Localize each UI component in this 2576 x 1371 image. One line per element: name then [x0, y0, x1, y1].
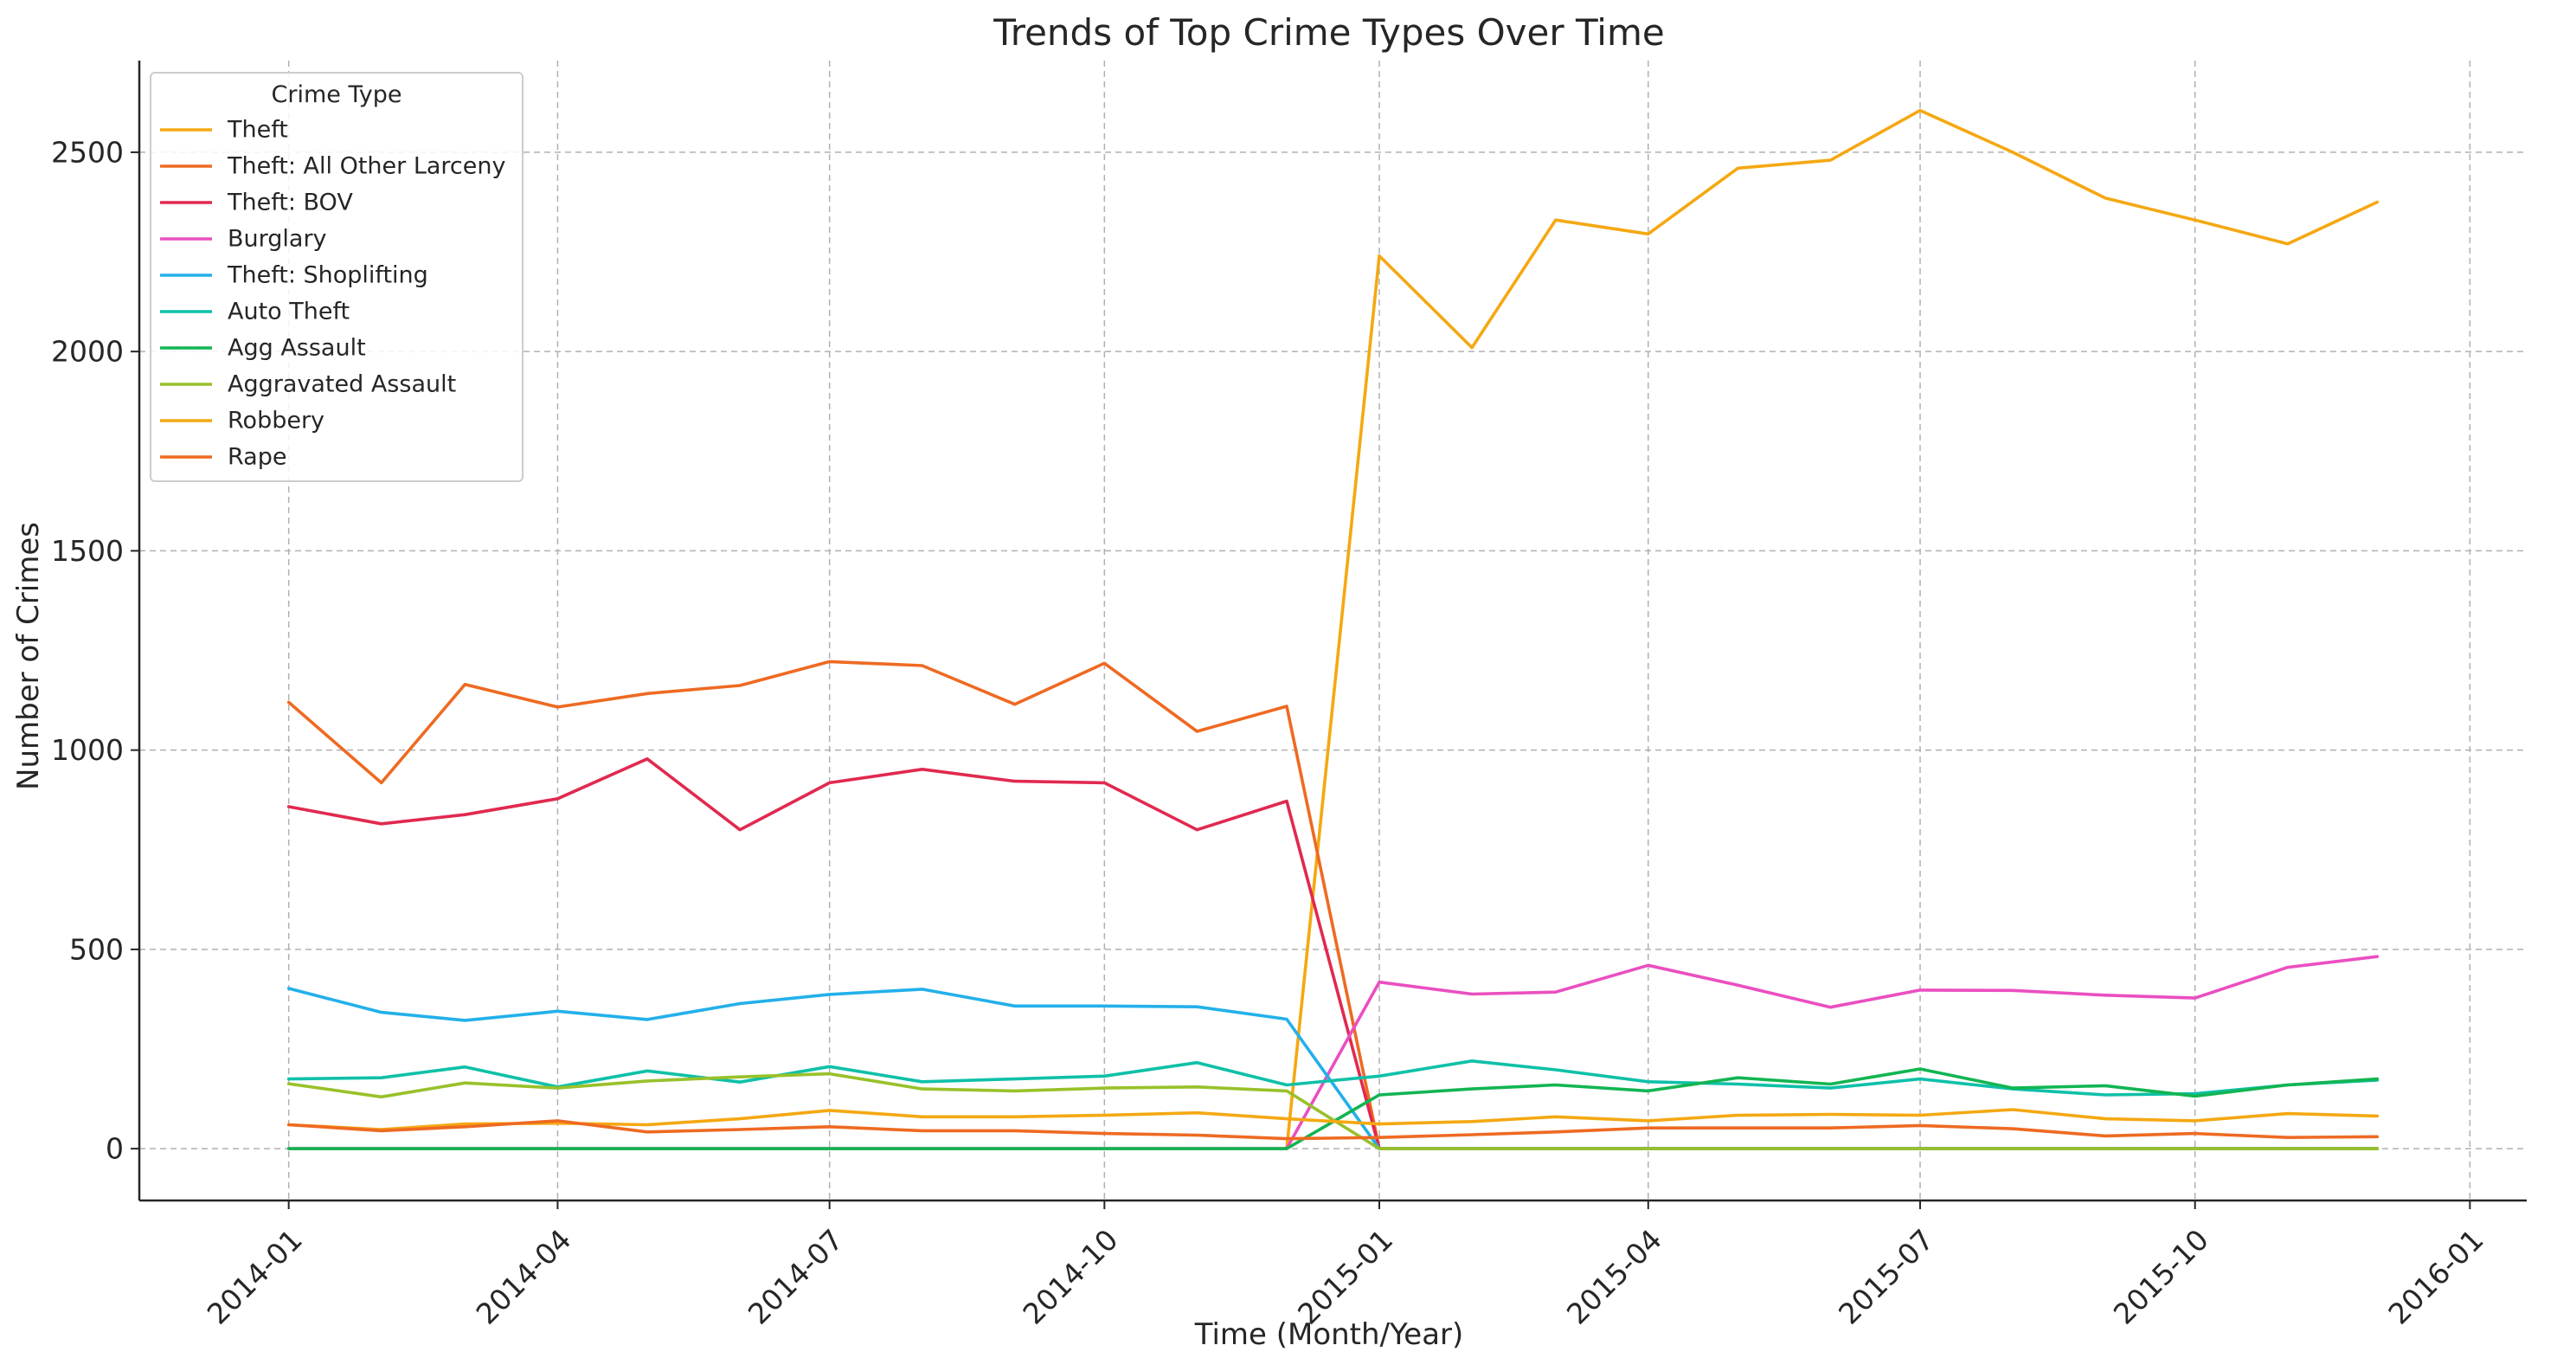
legend-label: Robbery [228, 408, 324, 434]
legend: Crime Type Theft Theft: All Other Larceny… [150, 72, 524, 482]
x-axis-ticks: 2014-01 2014-04 2014-07 2014-10 2015-01 2015-… [201, 1200, 2490, 1331]
legend-item: Robbery [160, 408, 324, 434]
x-tick-label: 2015-04 [1560, 1223, 1668, 1331]
legend-item: Theft: BOV [160, 190, 353, 216]
series-2 [286, 756, 2380, 1150]
y-tick-label: 0 [106, 1132, 124, 1166]
x-tick-label: 2015-01 [1291, 1223, 1399, 1331]
y-axis-label: Number of Crimes [11, 522, 46, 790]
series-line [286, 1072, 2380, 1150]
legend-label: Aggravated Assault [228, 371, 456, 398]
series-9 [286, 1119, 2380, 1141]
series-8 [286, 1108, 2380, 1131]
y-axis-ticks: 0 500 1000 1500 2000 2500 [51, 135, 139, 1166]
legend-label: Theft: BOV [227, 190, 353, 216]
x-tick-label: 2014-04 [470, 1223, 578, 1331]
legend-item: Theft: Shoplifting [160, 262, 428, 289]
legend-label: Theft [227, 117, 288, 144]
series-layer [286, 108, 2380, 1150]
legend-label: Theft: All Other Larceny [227, 153, 505, 180]
legend-label: Agg Assault [228, 335, 366, 362]
series-line [286, 756, 2380, 1150]
y-tick-label: 500 [69, 932, 124, 966]
legend-item: Rape [160, 444, 286, 471]
series-line [286, 660, 2380, 1150]
x-tick-label: 2014-10 [1016, 1223, 1124, 1331]
axes [138, 61, 2527, 1202]
legend-item: Theft: All Other Larceny [160, 153, 505, 180]
legend-item: Agg Assault [160, 335, 366, 362]
x-tick-label: 2015-07 [1832, 1223, 1940, 1331]
legend-items: Theft Theft: All Other Larceny Theft: BOV B… [160, 117, 505, 471]
y-tick-label: 2000 [51, 335, 124, 369]
x-tick-label: 2016-01 [2382, 1223, 2490, 1331]
legend-item: Auto Theft [160, 299, 350, 325]
legend-title: Crime Type [272, 81, 402, 108]
y-tick-label: 1500 [51, 534, 124, 568]
series-1 [286, 660, 2380, 1150]
legend-label: Theft: Shoplifting [227, 262, 428, 289]
legend-box [150, 72, 524, 482]
chart-title: Trends of Top Crime Types Over Time [992, 11, 1664, 54]
series-line [286, 1119, 2380, 1141]
x-axis-label: Time (Month/Year) [1194, 1317, 1464, 1352]
x-tick-label: 2015-10 [2107, 1223, 2215, 1331]
legend-label: Auto Theft [228, 299, 350, 325]
x-tick-label: 2014-01 [201, 1223, 309, 1331]
legend-item: Burglary [160, 226, 327, 253]
series-line [286, 1059, 2380, 1097]
series-5 [286, 1059, 2380, 1097]
x-tick-label: 2014-07 [742, 1223, 850, 1331]
y-tick-label: 2500 [51, 135, 124, 169]
legend-label: Rape [228, 444, 286, 471]
series-7 [286, 1072, 2380, 1150]
series-line [286, 1108, 2380, 1131]
legend-label: Burglary [228, 226, 327, 253]
y-tick-label: 1000 [51, 733, 124, 767]
legend-item: Aggravated Assault [160, 371, 456, 398]
legend-item: Theft [160, 117, 288, 144]
